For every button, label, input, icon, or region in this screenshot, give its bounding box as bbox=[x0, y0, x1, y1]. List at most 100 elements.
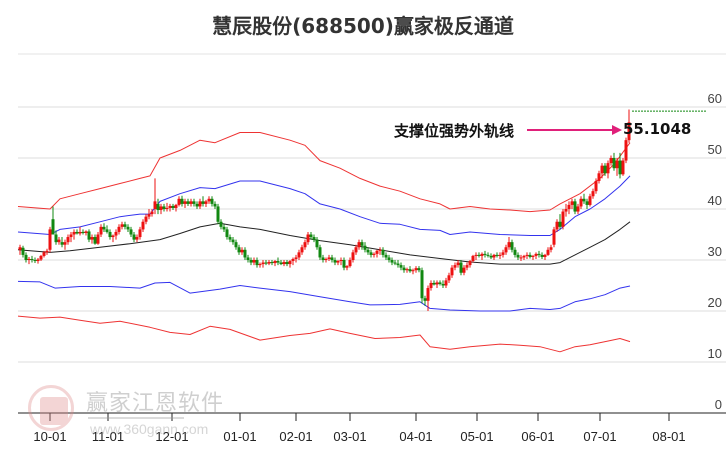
watermark-url: www.360gann.com bbox=[90, 421, 209, 437]
candle bbox=[153, 201, 157, 209]
candle bbox=[66, 237, 70, 243]
candle bbox=[285, 262, 289, 265]
candle bbox=[444, 280, 448, 286]
candle bbox=[150, 211, 154, 215]
candle bbox=[597, 173, 601, 181]
candle bbox=[429, 282, 433, 289]
candle bbox=[552, 229, 556, 245]
candle bbox=[477, 254, 481, 256]
candle bbox=[54, 234, 58, 243]
candle bbox=[471, 255, 475, 262]
candle bbox=[540, 254, 544, 257]
candle bbox=[591, 191, 595, 197]
candle bbox=[546, 249, 550, 255]
candle bbox=[342, 260, 346, 268]
candle bbox=[504, 247, 508, 253]
candle bbox=[228, 237, 232, 240]
candle bbox=[207, 198, 211, 202]
candle bbox=[564, 209, 568, 212]
candle bbox=[249, 260, 253, 263]
candle bbox=[213, 203, 217, 207]
candle bbox=[555, 221, 559, 230]
candle bbox=[276, 261, 280, 263]
candle bbox=[411, 270, 415, 272]
candle bbox=[372, 253, 376, 255]
candle bbox=[585, 201, 589, 205]
candle bbox=[459, 262, 463, 273]
candle bbox=[198, 201, 202, 207]
candle bbox=[492, 254, 496, 258]
candle bbox=[561, 211, 565, 227]
candle bbox=[159, 206, 163, 211]
candle bbox=[588, 196, 592, 205]
candle bbox=[129, 229, 133, 235]
outer_lower-line bbox=[17, 315, 631, 353]
candle bbox=[222, 226, 226, 230]
candle bbox=[480, 253, 484, 256]
candle bbox=[570, 201, 574, 205]
candle bbox=[147, 214, 151, 217]
candle bbox=[261, 262, 265, 265]
candle bbox=[42, 252, 46, 256]
inner_upper-line bbox=[17, 175, 631, 236]
candle bbox=[216, 206, 220, 222]
candle bbox=[108, 231, 112, 238]
watermark-brand: 赢家江恩软件 bbox=[86, 391, 225, 416]
candle bbox=[267, 262, 271, 264]
candle bbox=[78, 231, 82, 234]
candle bbox=[450, 267, 454, 276]
x-tick-label: 12-01 bbox=[155, 429, 189, 444]
candle bbox=[534, 253, 538, 256]
arrow-head-icon bbox=[612, 125, 622, 135]
candle bbox=[30, 258, 34, 260]
candle bbox=[558, 221, 562, 227]
candle bbox=[489, 255, 493, 258]
candle bbox=[582, 198, 586, 202]
candle bbox=[72, 231, 76, 235]
y-tick-label: 0 bbox=[714, 397, 722, 412]
candle bbox=[273, 261, 277, 264]
candle bbox=[141, 221, 145, 230]
candle bbox=[405, 269, 409, 271]
candle bbox=[369, 252, 373, 255]
candle bbox=[246, 257, 250, 260]
candle bbox=[516, 254, 520, 258]
candle bbox=[84, 231, 88, 233]
candle bbox=[195, 203, 199, 207]
candle bbox=[486, 254, 490, 256]
middle-line bbox=[17, 221, 631, 265]
candle bbox=[117, 226, 121, 232]
candle bbox=[99, 226, 103, 235]
candle bbox=[270, 262, 274, 264]
candle bbox=[615, 160, 619, 169]
candle bbox=[441, 283, 445, 286]
candle bbox=[192, 201, 196, 204]
candle bbox=[90, 237, 94, 240]
candle bbox=[462, 267, 466, 273]
annotation-overlay bbox=[527, 110, 706, 135]
candle bbox=[435, 282, 439, 285]
y-tick-label: 10 bbox=[707, 346, 722, 361]
y-tick-label: 30 bbox=[707, 244, 722, 259]
candle bbox=[126, 226, 130, 230]
candle bbox=[24, 254, 28, 260]
candle bbox=[189, 201, 193, 204]
candle bbox=[204, 201, 208, 204]
candle bbox=[132, 234, 136, 240]
candle bbox=[201, 201, 205, 204]
candle bbox=[549, 247, 553, 250]
candle bbox=[513, 249, 517, 255]
candle bbox=[231, 239, 235, 243]
candle bbox=[543, 254, 547, 257]
candle bbox=[294, 257, 298, 259]
candle bbox=[87, 231, 91, 240]
candle bbox=[324, 258, 328, 260]
candle bbox=[375, 250, 379, 254]
y-tick-label: 40 bbox=[707, 193, 722, 208]
candle bbox=[447, 275, 451, 281]
annotation-value: 55.1048 bbox=[623, 120, 692, 138]
candle bbox=[237, 247, 241, 253]
candle bbox=[303, 242, 307, 248]
candle bbox=[138, 229, 142, 238]
